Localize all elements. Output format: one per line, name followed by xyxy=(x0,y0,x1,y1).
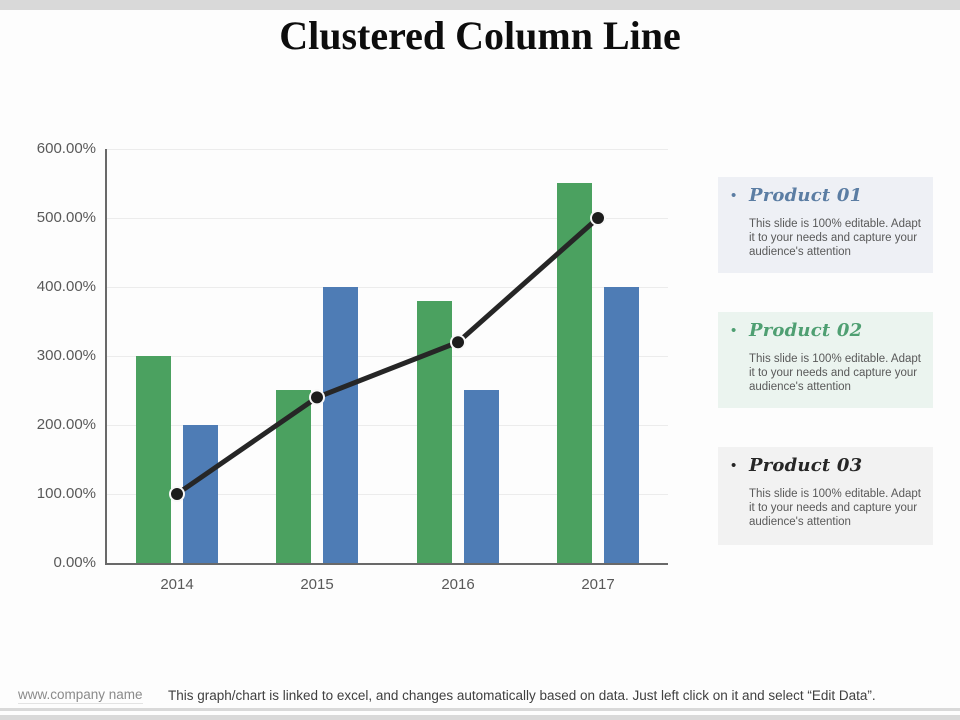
bar-product-02-2016 xyxy=(464,390,499,563)
top-border-strip xyxy=(0,0,960,10)
product-03-card[interactable]: • Product 03 This slide is 100% editable… xyxy=(718,447,933,545)
gridline-500 xyxy=(107,218,668,219)
y-axis-tick-label: 200.00% xyxy=(36,416,96,433)
gridline-400 xyxy=(107,287,668,288)
bottom-border-strip xyxy=(0,715,960,720)
bullet-icon: • xyxy=(731,322,737,339)
product-01-description: This slide is 100% editable. Adapt it to… xyxy=(749,218,921,258)
y-axis-tick-label: 600.00% xyxy=(36,140,96,157)
line-marker-2016 xyxy=(450,334,466,351)
line-marker-2015 xyxy=(309,389,325,406)
product-02-description: This slide is 100% editable. Adapt it to… xyxy=(749,353,921,393)
bar-product-02-2017 xyxy=(604,287,639,563)
chart-plot-area xyxy=(105,149,668,565)
product-02-card[interactable]: • Product 02 This slide is 100% editable… xyxy=(718,312,933,408)
line-marker-2017 xyxy=(590,210,606,226)
bottom-border-strip xyxy=(0,708,960,711)
gridline-200 xyxy=(107,425,668,426)
slide-title[interactable]: Clustered Column Line xyxy=(279,13,681,58)
gridline-300 xyxy=(107,356,668,357)
y-axis-tick-label: 400.00% xyxy=(36,278,96,295)
gridline-100 xyxy=(107,494,668,495)
bar-product-02-2015 xyxy=(323,287,358,563)
x-axis-label-2015: 2015 xyxy=(300,576,334,593)
product-03-description: This slide is 100% editable. Adapt it to… xyxy=(749,488,921,528)
company-name-placeholder[interactable]: www.company name xyxy=(18,687,143,704)
bullet-icon: • xyxy=(731,457,737,474)
line-series-product-03 xyxy=(169,210,606,502)
product-03-title: Product 03 xyxy=(749,455,863,476)
x-axis-label-2017: 2017 xyxy=(581,576,615,593)
y-axis-tick-label: 100.00% xyxy=(36,485,96,502)
x-axis-label-2014: 2014 xyxy=(160,576,194,593)
y-axis-tick-label: 500.00% xyxy=(36,209,96,226)
bar-product-02-2014 xyxy=(183,425,218,563)
clustered-column-line-chart[interactable]: 0.00% 100.00% 200.00% 300.00% 400.00% 500.00%… xyxy=(0,140,700,610)
bar-product-01-2014 xyxy=(136,356,171,563)
line-marker-2014 xyxy=(169,486,185,502)
y-axis-tick-label: 0.00% xyxy=(53,554,96,571)
product-02-title: Product 02 xyxy=(749,320,863,341)
x-axis-label-2016: 2016 xyxy=(441,576,475,593)
product-01-title: Product 01 xyxy=(749,185,863,206)
footer-note: This graph/chart is linked to excel, and… xyxy=(168,688,876,703)
bullet-icon: • xyxy=(731,187,737,204)
y-axis-tick-label: 300.00% xyxy=(36,347,96,364)
product-01-card[interactable]: • Product 01 This slide is 100% editable… xyxy=(718,177,933,273)
gridline-600 xyxy=(107,149,668,150)
